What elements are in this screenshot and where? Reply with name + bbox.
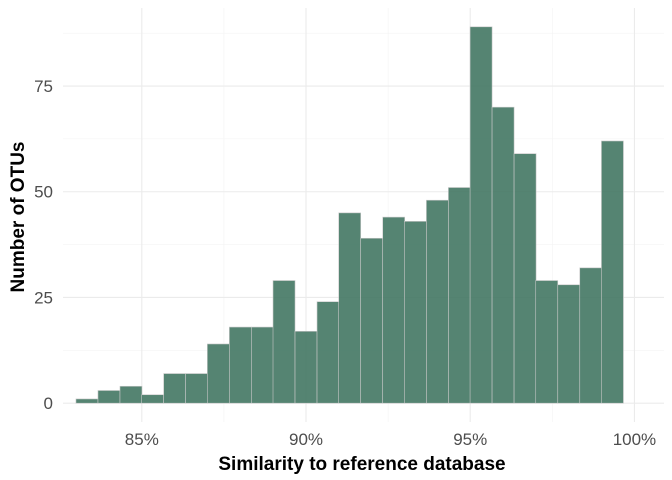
y-axis-title: Number of OTUs: [8, 142, 29, 293]
x-axis-title: Similarity to reference database: [218, 454, 505, 475]
histogram-bar: [141, 394, 164, 404]
histogram-bar: [579, 267, 603, 404]
histogram-bar: [316, 301, 340, 404]
histogram-bar: [360, 237, 384, 404]
histogram-bar: [207, 343, 230, 404]
x-tick-label: 90%: [289, 430, 323, 449]
x-tick-label: 95%: [453, 430, 487, 449]
histogram-bar: [119, 385, 143, 404]
y-tick-label: 0: [44, 394, 53, 413]
y-tick-label: 25: [34, 288, 53, 307]
histogram-bar: [272, 280, 296, 404]
histogram-bar: [163, 373, 186, 404]
x-tick-label: 100%: [613, 430, 656, 449]
x-tick-label: 85%: [125, 430, 159, 449]
histogram-bar: [251, 326, 274, 404]
histogram-bar: [382, 216, 406, 404]
y-axis-ticks: 0 25 50 75: [34, 77, 53, 413]
y-tick-label: 75: [34, 77, 53, 96]
histogram-bar: [601, 140, 624, 404]
histogram-bars: [75, 26, 624, 404]
histogram-bar: [535, 280, 559, 404]
histogram-bar: [294, 330, 318, 404]
histogram-bar: [338, 212, 362, 404]
histogram-bar: [557, 284, 581, 404]
histogram-bar: [185, 373, 208, 404]
histogram-bar: [491, 106, 515, 404]
histogram-bar: [469, 26, 493, 404]
histogram-bar: [97, 390, 121, 404]
x-axis-ticks: 85% 90% 95% 100%: [125, 430, 656, 449]
histogram-bar: [513, 153, 537, 404]
histogram-bar: [75, 398, 99, 404]
histogram-bar: [229, 326, 252, 404]
histogram-bar: [404, 221, 427, 404]
y-tick-label: 50: [34, 183, 53, 202]
histogram-bar: [448, 187, 471, 404]
histogram-bar: [426, 199, 449, 404]
